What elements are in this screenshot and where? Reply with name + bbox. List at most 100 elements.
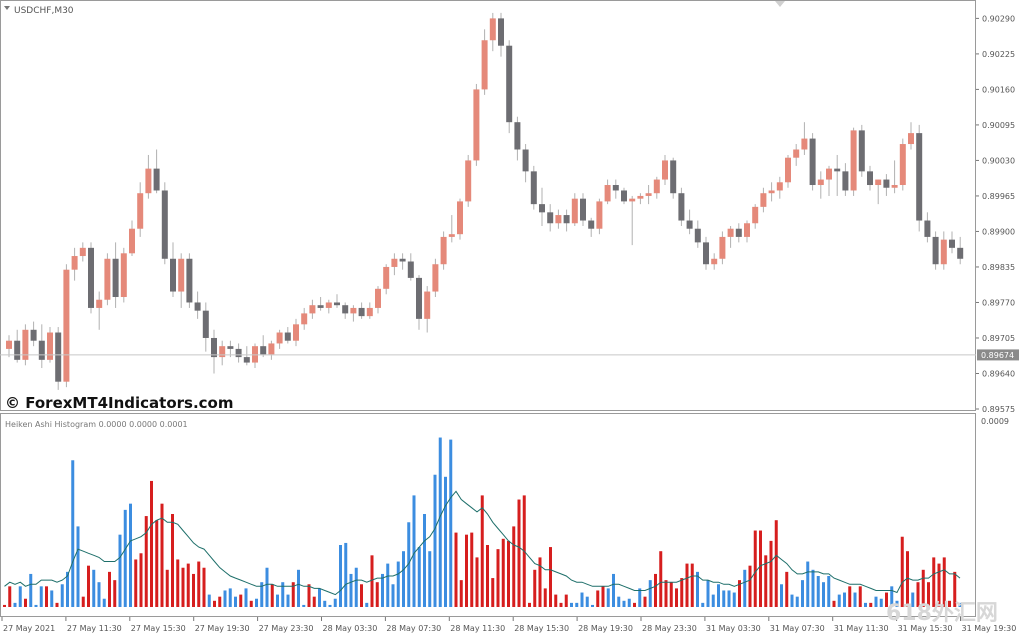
histogram-bar-up — [260, 582, 264, 607]
bear-candle — [735, 228, 742, 237]
candles — [6, 18, 964, 382]
histogram-bar-down — [916, 582, 920, 607]
bear-candle — [924, 220, 931, 237]
histogram-bar-up — [864, 602, 867, 607]
histogram-bar-up — [874, 596, 878, 607]
histogram-bar-down — [171, 514, 174, 607]
bear-candle — [407, 261, 414, 278]
histogram-bar-down — [643, 596, 647, 607]
histogram-bar-down — [669, 582, 673, 607]
histogram-bar-up — [328, 604, 332, 607]
histogram-bar-down — [753, 530, 757, 607]
histogram-bar-down — [759, 530, 762, 607]
chart-shift-marker-icon[interactable] — [775, 1, 785, 7]
bull-candle — [440, 236, 447, 265]
bull-candle — [637, 195, 644, 199]
bear-candle — [153, 168, 160, 191]
bear-candle — [686, 220, 693, 229]
histogram-bar-up — [816, 576, 820, 607]
bear-candle — [530, 171, 537, 205]
histogram-bar-up — [339, 545, 342, 607]
histogram-bar-up — [66, 571, 69, 607]
histogram-bar-up — [570, 602, 573, 607]
bull-candle — [268, 343, 275, 355]
histogram-bar-down — [3, 604, 6, 607]
bull-candle — [768, 190, 775, 194]
bull-candle — [752, 206, 759, 224]
bull-candle — [793, 149, 800, 158]
histogram-bar-down — [375, 582, 379, 607]
histogram-bar-up — [344, 542, 348, 607]
bear-candle — [858, 130, 865, 172]
histogram-bar-up — [433, 474, 437, 607]
bull-candle — [785, 157, 791, 183]
histogram-bar-down — [113, 580, 117, 607]
histogram-bar-up — [349, 573, 353, 607]
bull-candle — [391, 258, 398, 267]
bull-candle — [760, 193, 767, 207]
bear-candle — [416, 277, 422, 319]
histogram-bar-down — [270, 584, 274, 607]
bear-candle — [211, 337, 217, 358]
bear-candle — [317, 305, 324, 308]
bull-candle — [719, 236, 726, 259]
histogram-bar-down — [218, 596, 222, 607]
bear-candle — [88, 247, 94, 308]
histogram-bar-up — [417, 547, 421, 607]
current-price-tag — [977, 349, 1019, 361]
histogram-bar-up — [407, 522, 411, 607]
histogram-bar-down — [942, 557, 946, 607]
histogram-bar-down — [155, 520, 159, 607]
histogram-bar-down — [533, 569, 537, 607]
histogram-bar-down — [858, 586, 862, 607]
histogram-bar-down — [549, 547, 552, 607]
bull-candle — [604, 185, 611, 202]
histogram-bar-up — [743, 569, 747, 607]
histogram-bar-up — [207, 594, 211, 607]
price-tick-label: 0.89900 — [982, 227, 1015, 236]
histogram-bar-up — [255, 598, 258, 607]
histogram-bar-down — [885, 592, 888, 607]
bull-candle — [711, 258, 718, 265]
bull-candle — [653, 179, 660, 194]
bull-candle — [662, 160, 668, 180]
indicator-label: Heiken Ashi Histogram 0.0000 0.0000 0.00… — [5, 420, 188, 429]
bear-candle — [38, 340, 45, 360]
bull-candle — [350, 307, 357, 314]
histogram-bar-up — [412, 495, 416, 607]
bear-candle — [202, 310, 209, 338]
symbol-dropdown-icon[interactable] — [4, 6, 10, 10]
histogram-bar-down — [554, 594, 558, 607]
bull-candle — [776, 182, 783, 191]
bear-candle — [227, 346, 234, 349]
histogram-bar-up — [286, 594, 290, 607]
histogram-bar-down — [501, 538, 505, 607]
bear-candle — [842, 171, 849, 191]
histogram-bar-down — [470, 532, 474, 607]
bear-candle — [522, 149, 529, 172]
bull-candle — [145, 168, 152, 194]
histogram-bar-down — [738, 580, 741, 607]
bear-candle — [260, 346, 267, 355]
histogram-bar-up — [354, 567, 358, 607]
histogram-bar-down — [307, 584, 311, 607]
histogram-bar-up — [612, 573, 615, 607]
bear-candle — [867, 171, 873, 186]
histogram-bar-up — [627, 598, 631, 607]
bear-candle — [342, 305, 349, 314]
histogram-bar-down — [543, 588, 547, 607]
bull-candle — [375, 288, 381, 308]
histogram-bar-down — [785, 571, 789, 607]
histogram-bar-up — [34, 604, 38, 607]
signal-line — [4, 490, 961, 596]
histogram-bar-up — [234, 596, 237, 607]
histogram-bar-down — [685, 563, 689, 607]
histogram-bar-up — [895, 600, 899, 607]
bull-candle — [129, 228, 135, 254]
time-tick-label: 31 May 15:30 — [898, 624, 953, 633]
histogram-bar-down — [134, 559, 138, 607]
symbol-label[interactable]: USDCHF,M30 — [14, 6, 74, 16]
bear-candle — [358, 307, 365, 317]
histogram-bar-up — [580, 592, 584, 607]
